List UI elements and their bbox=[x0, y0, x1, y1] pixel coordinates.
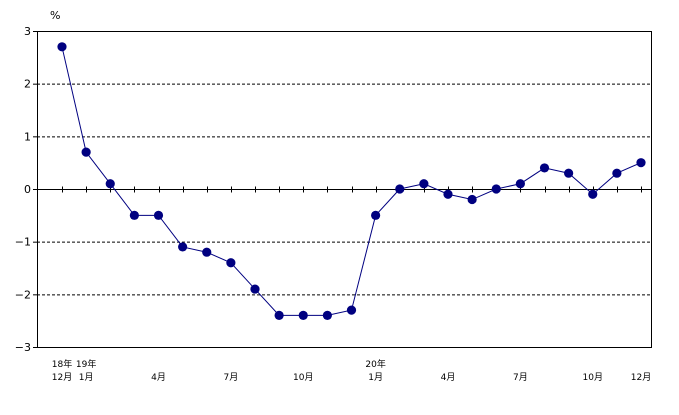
series-line bbox=[61, 46, 642, 316]
data-point bbox=[636, 158, 646, 168]
x-tick-labels: 18年 12月 19年 1月 4月 7月 10月 20年 1月 4月 7月 10月 12月 bbox=[52, 358, 651, 383]
y-tick-label: −1 bbox=[15, 236, 31, 249]
data-point bbox=[612, 168, 622, 178]
x-tick-label: 1月 bbox=[79, 372, 94, 383]
y-unit-label: % bbox=[50, 9, 60, 22]
data-point bbox=[129, 210, 139, 220]
data-point bbox=[346, 305, 357, 315]
x-tick-label: 7月 bbox=[513, 372, 528, 383]
data-point bbox=[564, 168, 574, 178]
axes bbox=[33, 31, 651, 348]
data-point bbox=[322, 310, 332, 320]
data-point bbox=[202, 247, 212, 257]
data-point bbox=[443, 189, 453, 199]
series-points bbox=[57, 42, 646, 320]
x-tick-label: 12月 bbox=[631, 372, 651, 383]
data-point bbox=[371, 210, 381, 220]
data-point bbox=[491, 184, 501, 194]
x-tick-label: 10月 bbox=[293, 372, 313, 383]
y-tick-label: −3 bbox=[15, 341, 31, 354]
x-tick-label: 4月 bbox=[151, 372, 166, 383]
y-tick-label: −2 bbox=[15, 288, 31, 301]
data-point bbox=[298, 310, 308, 320]
data-point bbox=[419, 179, 429, 189]
data-point bbox=[153, 210, 164, 220]
data-point bbox=[274, 310, 284, 320]
x-tick-label: 1月 bbox=[368, 372, 383, 383]
data-point bbox=[250, 284, 260, 294]
x-tick-label: 19年 bbox=[76, 358, 96, 370]
data-point bbox=[105, 179, 115, 189]
y-tick-label: 0 bbox=[24, 183, 31, 196]
x-tick-label: 10月 bbox=[583, 372, 603, 383]
y-tick-labels: 3 2 1 0 −1 −2 −3 bbox=[15, 25, 31, 354]
y-tick-label: 1 bbox=[24, 130, 31, 143]
x-tick-label: 20年 bbox=[365, 358, 385, 370]
y-tick-label: 3 bbox=[24, 25, 31, 38]
x-tick-label: 4月 bbox=[441, 372, 456, 383]
x-tick-label: 12月 bbox=[52, 372, 72, 383]
data-point bbox=[395, 184, 405, 194]
data-point bbox=[178, 242, 188, 252]
series-line bbox=[61, 46, 642, 316]
data-point bbox=[515, 179, 525, 189]
data-point bbox=[81, 147, 91, 157]
data-point bbox=[539, 163, 550, 173]
data-point bbox=[467, 194, 477, 205]
y-tick-label: 2 bbox=[24, 78, 31, 91]
grid-lines bbox=[37, 83, 651, 296]
x-tick-label: 18年 bbox=[52, 358, 72, 370]
data-point bbox=[226, 258, 236, 268]
x-tick-label: 7月 bbox=[224, 372, 239, 383]
data-point bbox=[588, 189, 598, 199]
data-point bbox=[57, 42, 67, 52]
